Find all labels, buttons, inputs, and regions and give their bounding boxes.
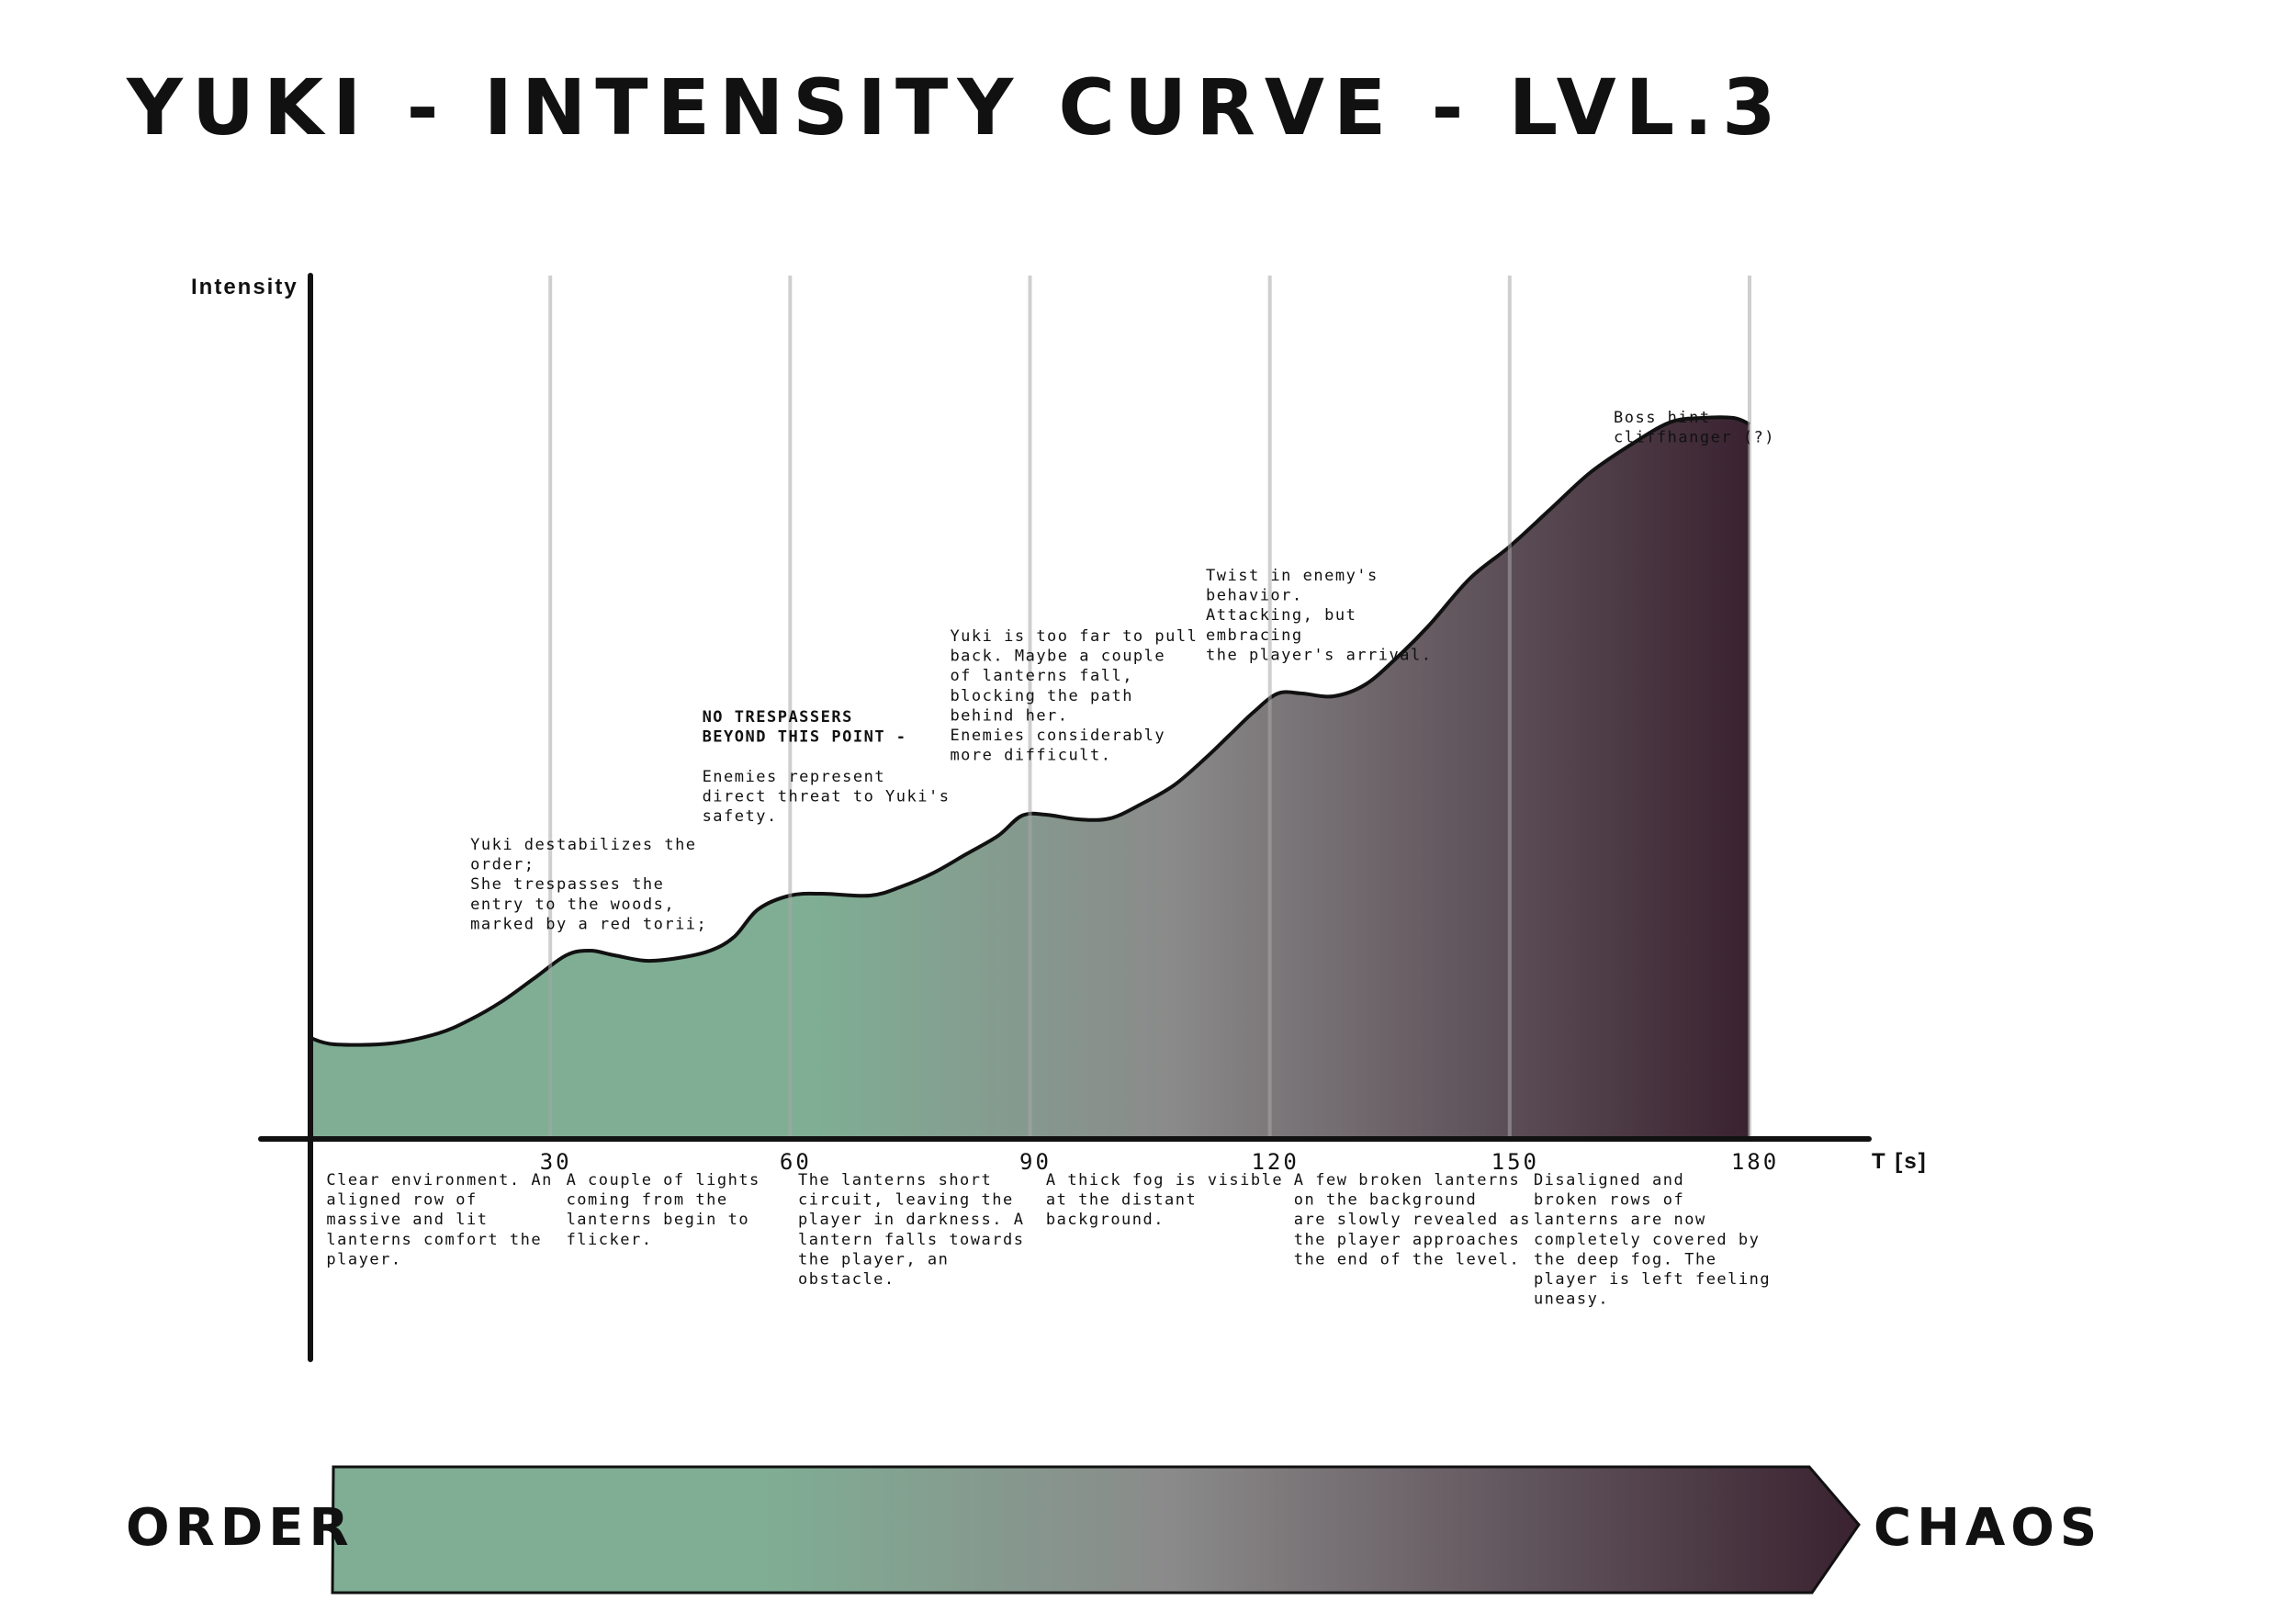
annotation-below-5: A few broken lanterns on the background ar… [1294,1171,1531,1268]
annotation-below-1: Clear environment. An aligned row of massi… [326,1171,552,1268]
annotation-above-5: Boss hint -cliffhanger (?) [1614,409,1775,447]
annotation-below-6: Disaligned and broken rows of lanterns are… [1534,1171,1771,1309]
tick-label-layer: 30 60 90 120 150 180 [540,1149,1779,1175]
intensity-curve [310,415,1750,1047]
annotation-above-1: Yuki destabilizes the order; She trespasse… [470,836,707,933]
annotation-below-4: A thick fog is visible at the distant back… [1046,1171,1283,1229]
annotation-above-3: Yuki is too far to pull back. Maybe a cou… [950,627,1198,765]
grid-layer [548,276,1751,1139]
spectrum-arrow [331,1465,1861,1595]
x-tick-label-30: 30 [540,1149,572,1175]
chart-title: YUKI - INTENSITY CURVE - LVL.3 [127,62,1785,152]
annotation-layer: Yuki destabilizes the order; She trespasse… [326,409,1775,1309]
x-tick-label-180: 180 [1731,1149,1779,1175]
chaos-label: CHAOS [1874,1498,2102,1558]
annotation-below-3: The lanterns short circuit, leaving the pl… [798,1171,1024,1289]
x-tick-label-60: 60 [780,1149,812,1175]
area-layer [310,415,1750,1139]
intensity-area [310,417,1750,1139]
axis-layer: Intensity T [s] [191,273,1928,1362]
x-tick-label-150: 150 [1491,1149,1539,1175]
order-label: ORDER [126,1498,355,1558]
x-tick-label-90: 90 [1019,1149,1052,1175]
annotation-above-2: NO TRESPASSERS BEYOND THIS POINT - Enemie… [703,708,951,826]
order-chaos-spectrum: ORDER CHAOS [126,1465,2102,1595]
x-axis-label: T [s] [1872,1149,1928,1174]
annotation-below-2: A couple of lights coming from the lantern… [567,1171,760,1249]
x-tick-label-120: 120 [1251,1149,1299,1175]
y-axis-label: Intensity [191,275,298,299]
annotation-above-4: Twist in enemy's behavior. Attacking, but e… [1206,567,1432,664]
